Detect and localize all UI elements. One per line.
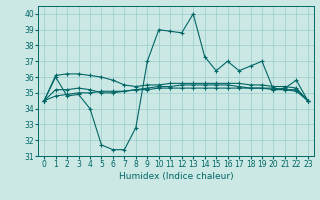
X-axis label: Humidex (Indice chaleur): Humidex (Indice chaleur) <box>119 172 233 181</box>
